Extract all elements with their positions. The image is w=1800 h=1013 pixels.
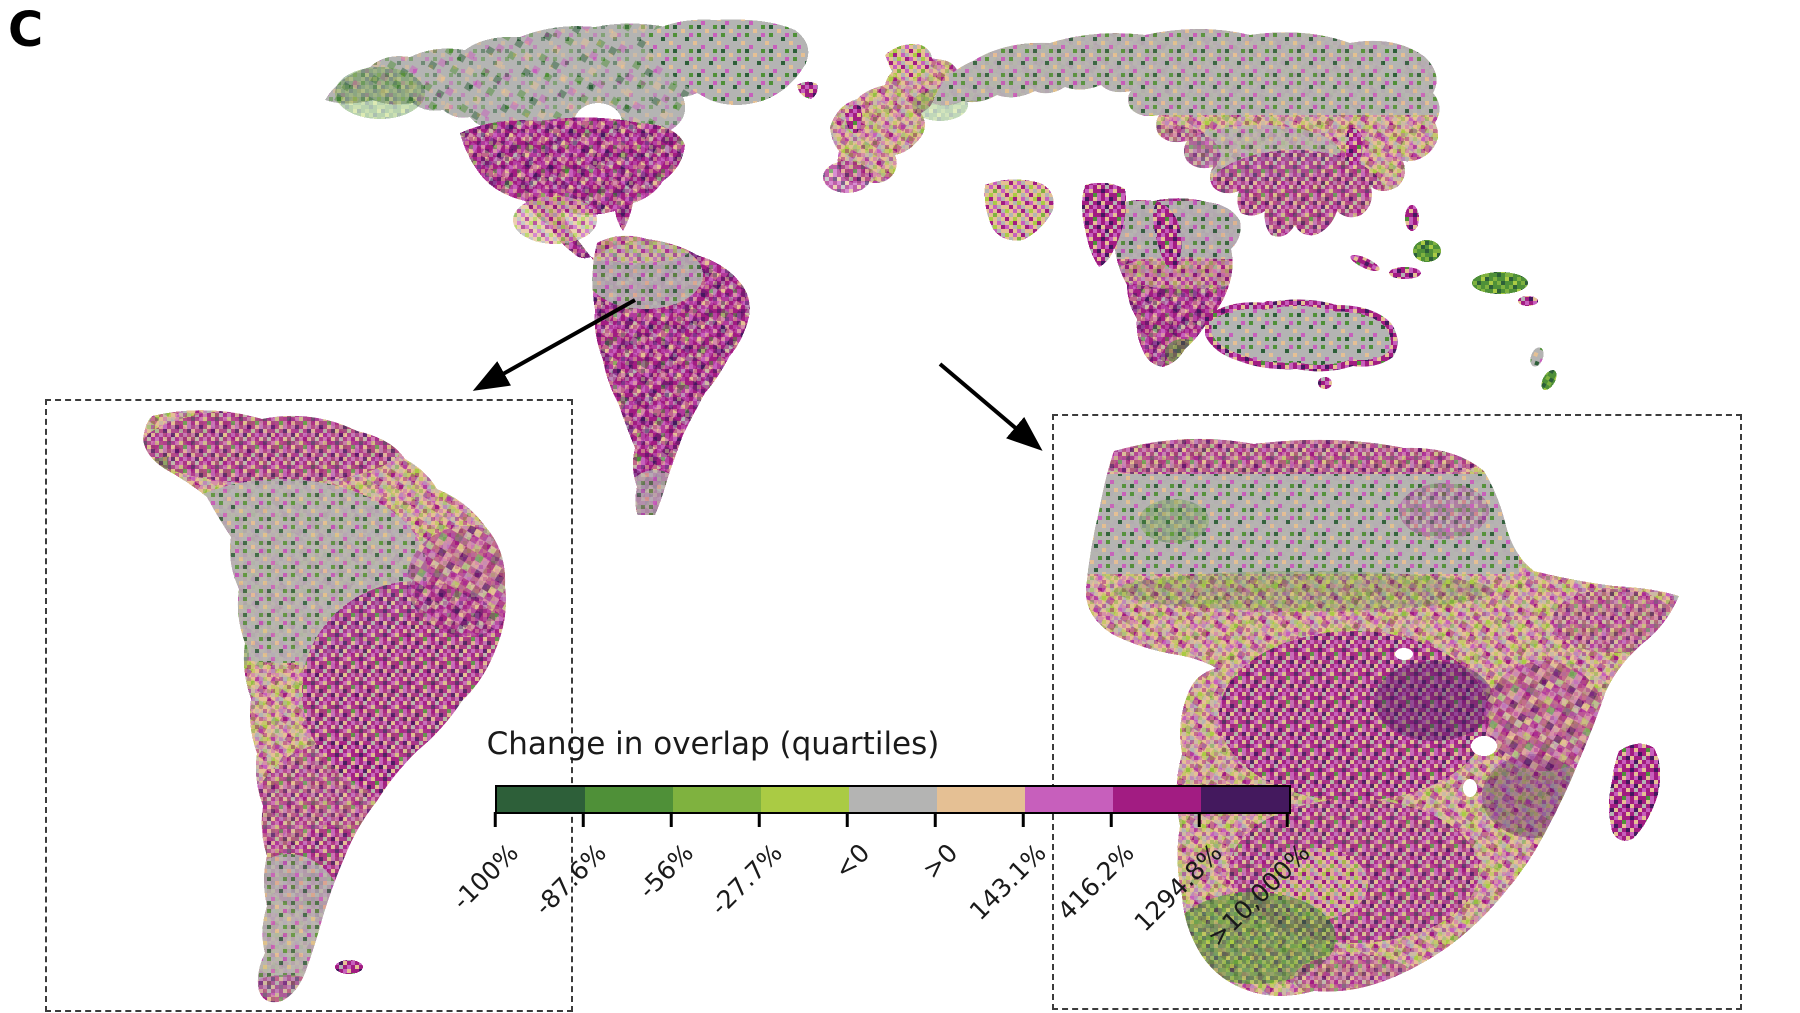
colorbar-segment xyxy=(673,787,761,812)
panel-label: C xyxy=(8,2,44,58)
colorbar-tick xyxy=(669,812,673,827)
south-america-inset-box xyxy=(45,399,573,1012)
colorbar-segment xyxy=(937,787,1025,812)
colorbar-tick xyxy=(845,812,849,827)
colorbar-segment xyxy=(585,787,673,812)
colorbar-tick-label: >0 xyxy=(916,838,964,885)
colorbar-tick xyxy=(1021,812,1025,827)
africa-inset-box xyxy=(1052,414,1742,1010)
colorbar-tick-label: <0 xyxy=(828,838,876,885)
colorbar-segment xyxy=(849,787,937,812)
colorbar-tick xyxy=(933,812,937,827)
south-america-map xyxy=(143,410,506,1003)
colorbar-segment xyxy=(761,787,849,812)
colorbar-tick-label: 143.1% xyxy=(963,838,1052,926)
colorbar-tick xyxy=(581,812,585,827)
south-america-world xyxy=(592,235,750,515)
colorbar-tick xyxy=(757,812,761,827)
europe xyxy=(823,44,968,193)
north-america xyxy=(325,19,818,266)
africa-map xyxy=(1085,438,1679,997)
falkland-islands xyxy=(335,960,363,974)
madagascar xyxy=(1609,743,1661,841)
colorbar-tick-label: -56% xyxy=(633,838,700,905)
oceania xyxy=(1205,205,1557,390)
world-map xyxy=(325,19,1557,515)
colorbar-tick-label: -27.7% xyxy=(704,838,788,922)
